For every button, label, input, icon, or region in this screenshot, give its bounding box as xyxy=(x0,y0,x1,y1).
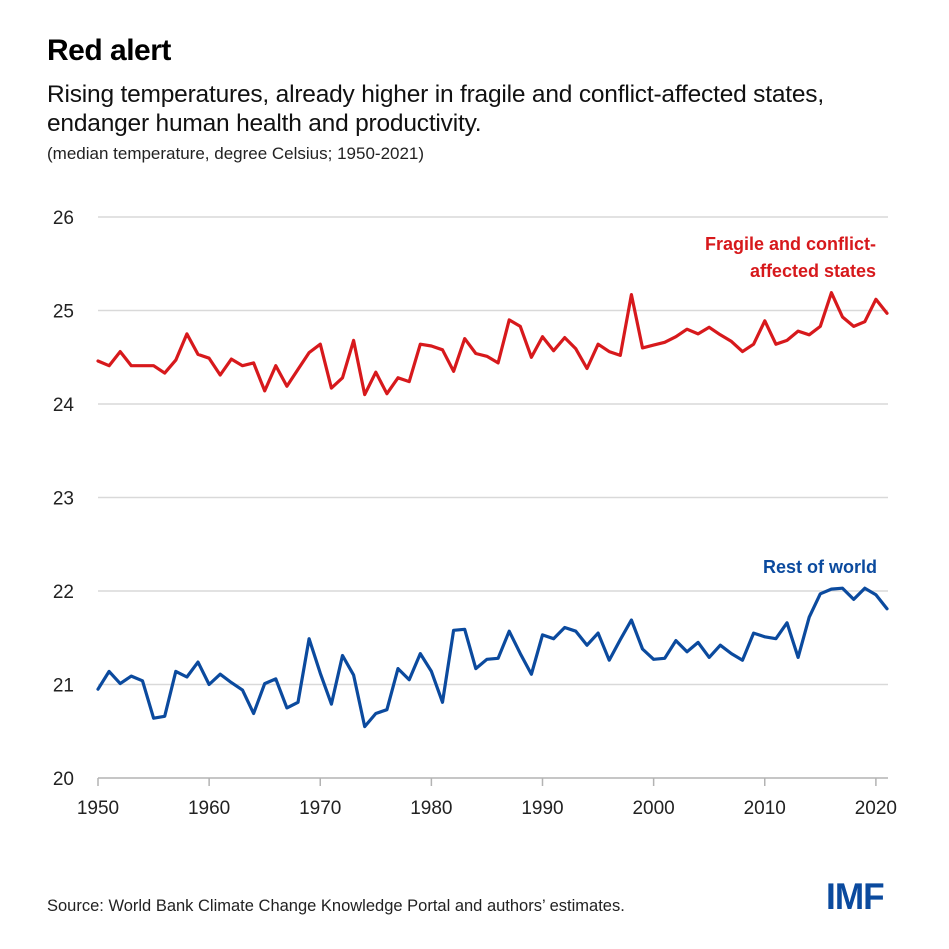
y-tick-label: 26 xyxy=(53,208,74,229)
x-tick-label: 1990 xyxy=(521,798,563,819)
rest-of-world-label: Rest of world xyxy=(763,557,877,577)
rest-of-world-line xyxy=(96,586,889,729)
x-axis: 1950 1960 1970 1980 1990 2000 2010 2020 xyxy=(77,778,897,819)
chart-units-note: (median temperature, degree Celsius; 195… xyxy=(47,144,425,163)
y-tick-label: 25 xyxy=(53,302,74,323)
fragile-states-line xyxy=(96,291,889,397)
x-tick-label: 1950 xyxy=(77,798,119,819)
x-tick-label: 2010 xyxy=(744,798,786,819)
series-labels: Fragile and conflict-affected states Rest… xyxy=(705,234,877,577)
y-tick-label: 22 xyxy=(53,582,74,603)
x-tick-label: 1970 xyxy=(299,798,341,819)
x-tick-label: 1960 xyxy=(188,798,230,819)
y-tick-label: 20 xyxy=(53,769,74,790)
x-tick-label: 2020 xyxy=(855,798,897,819)
chart-title: Red alert xyxy=(47,34,171,67)
fragile-states-label: affected states xyxy=(750,261,876,281)
y-tick-label: 24 xyxy=(53,395,75,416)
fragile-states-label: Fragile and conflict- xyxy=(705,234,876,254)
imf-logo: IMF xyxy=(826,876,885,917)
series-lines xyxy=(96,291,889,729)
x-tick-label: 2000 xyxy=(632,798,674,819)
y-axis-tick-labels: 20 21 22 23 24 25 26 xyxy=(53,208,75,790)
gridlines xyxy=(98,216,888,779)
source-note: Source: World Bank Climate Change Knowle… xyxy=(47,897,625,915)
x-tick-label: 1980 xyxy=(410,798,452,819)
y-tick-label: 21 xyxy=(53,676,74,697)
y-tick-label: 23 xyxy=(53,489,74,510)
chart-subtitle: Rising temperatures, already higher in f… xyxy=(47,81,824,137)
